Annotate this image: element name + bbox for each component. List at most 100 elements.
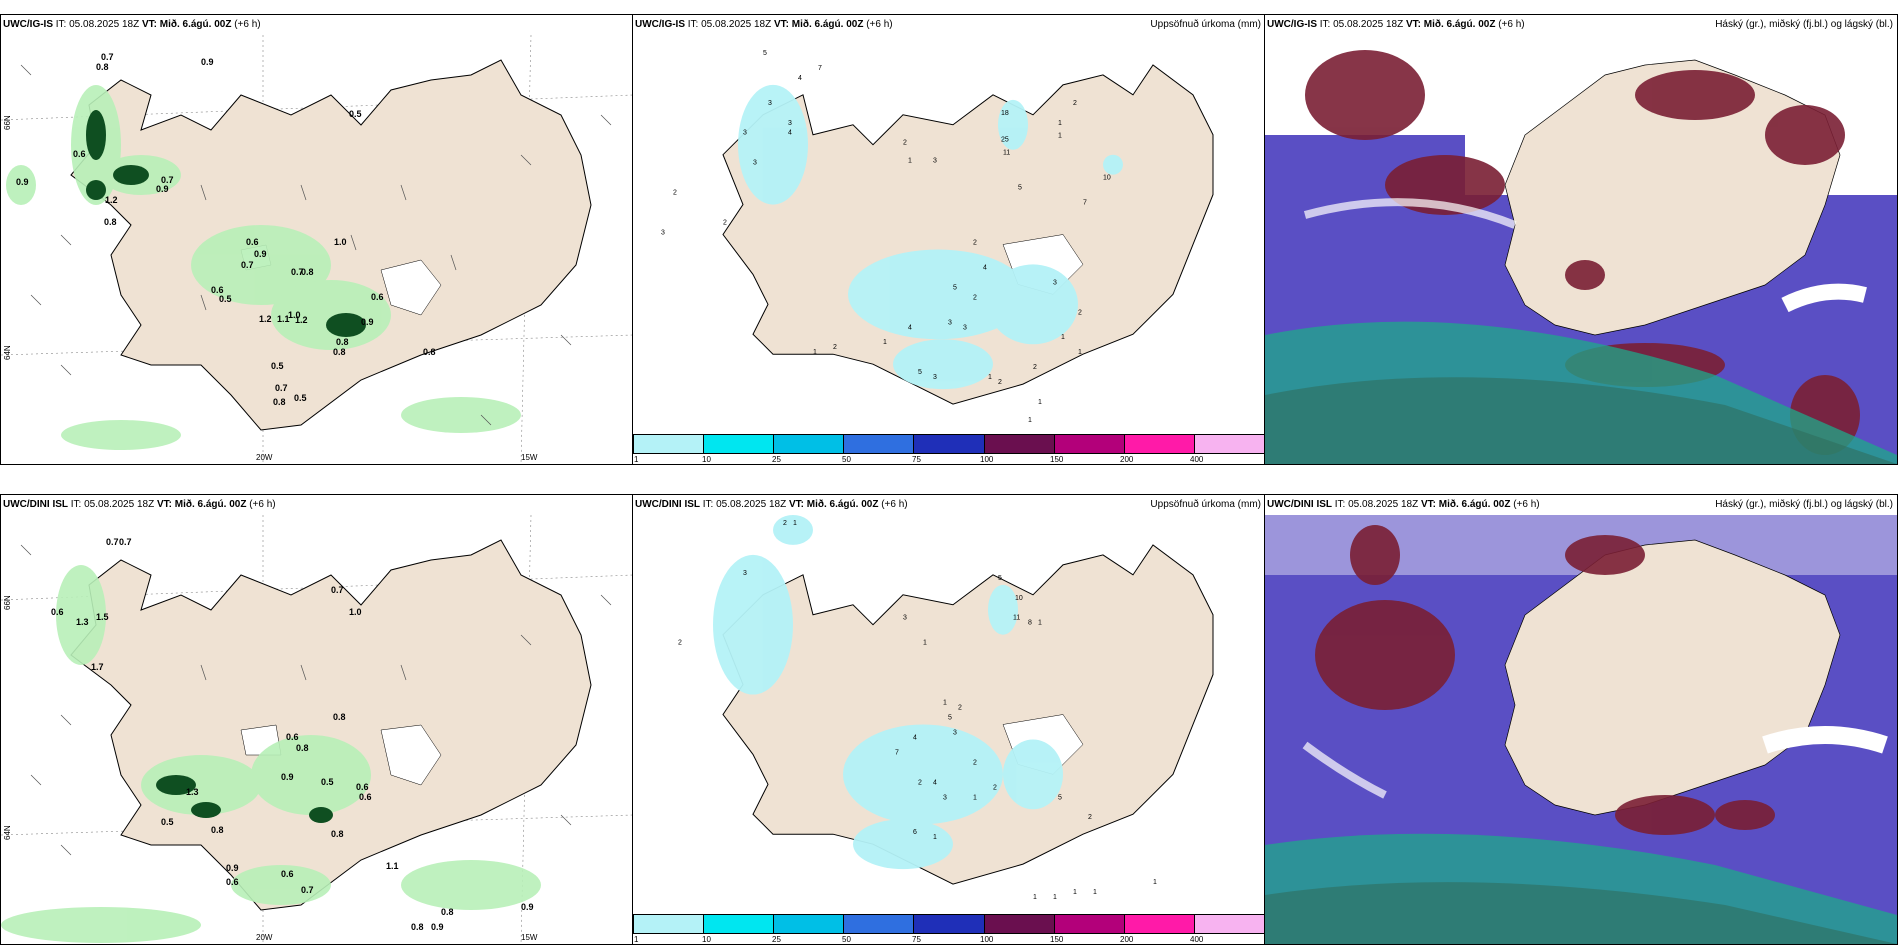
lon-label: 20W bbox=[256, 933, 273, 942]
svg-text:2: 2 bbox=[973, 759, 977, 766]
cloud-map[interactable] bbox=[1265, 35, 1897, 464]
svg-text:1: 1 bbox=[943, 700, 947, 707]
precip-value: 0.8 bbox=[273, 397, 286, 407]
lat-label: 66N bbox=[3, 595, 12, 610]
cloud-panel-bottom[interactable]: UWC/DINI ISL IT: 05.08.2025 18Z VT: Mið.… bbox=[1264, 494, 1898, 945]
precip-value: 0.6 bbox=[73, 149, 86, 159]
svg-text:3: 3 bbox=[661, 230, 665, 237]
precip-value: 0.9 bbox=[361, 317, 374, 327]
panel-header: UWC/IG-IS IT: 05.08.2025 18Z VT: Mið. 6.… bbox=[3, 19, 261, 30]
wind-map[interactable]: 0.7 0.7 0.6 1.3 1.5 1.7 0.7 1.0 0.8 1.3 … bbox=[1, 515, 633, 944]
cloud-title: Háský (gr.), miðský (fj.bl.) og lágský (… bbox=[1715, 499, 1893, 510]
svg-text:3: 3 bbox=[1053, 279, 1057, 286]
precip-value: 0.5 bbox=[219, 294, 232, 304]
precip-value: 0.9 bbox=[156, 184, 169, 194]
lat-label: 66N bbox=[3, 115, 12, 130]
svg-text:3: 3 bbox=[933, 374, 937, 381]
precip-value: 1.0 bbox=[288, 310, 301, 320]
svg-text:0.5: 0.5 bbox=[161, 817, 174, 827]
svg-text:4: 4 bbox=[933, 779, 937, 786]
svg-text:0.7: 0.7 bbox=[119, 537, 132, 547]
svg-text:0.8: 0.8 bbox=[411, 922, 424, 932]
svg-text:4: 4 bbox=[913, 734, 917, 741]
svg-text:1: 1 bbox=[1058, 120, 1062, 127]
svg-text:18: 18 bbox=[1001, 110, 1009, 117]
svg-text:0.6: 0.6 bbox=[226, 877, 239, 887]
accum-precip-panel-top[interactable]: UWC/IG-IS IT: 05.08.2025 18Z VT: Mið. 6.… bbox=[632, 14, 1266, 465]
precip-value: 0.8 bbox=[336, 337, 349, 347]
precip-value: 0.7 bbox=[101, 52, 114, 62]
svg-text:3: 3 bbox=[768, 100, 772, 107]
svg-text:2: 2 bbox=[998, 379, 1002, 386]
svg-text:2: 2 bbox=[973, 239, 977, 246]
svg-text:1: 1 bbox=[883, 339, 887, 346]
svg-text:1.7: 1.7 bbox=[91, 662, 104, 672]
svg-text:1.3: 1.3 bbox=[76, 617, 89, 627]
svg-text:0.9: 0.9 bbox=[431, 922, 444, 932]
svg-text:25: 25 bbox=[1001, 137, 1009, 144]
svg-text:5: 5 bbox=[763, 50, 767, 57]
cloud-map[interactable] bbox=[1265, 515, 1897, 944]
svg-text:3: 3 bbox=[948, 319, 952, 326]
svg-text:1: 1 bbox=[793, 520, 797, 527]
wind-map[interactable]: 0.7 0.9 0.8 0.9 0.5 0.6 0.7 1.2 0.9 0.8 … bbox=[1, 35, 633, 464]
svg-text:1: 1 bbox=[908, 158, 912, 165]
svg-text:11: 11 bbox=[1003, 150, 1010, 157]
precip-value: 0.5 bbox=[271, 361, 284, 371]
svg-text:5: 5 bbox=[918, 369, 922, 376]
svg-text:5: 5 bbox=[948, 714, 952, 721]
svg-text:3: 3 bbox=[943, 794, 947, 801]
svg-text:0.6: 0.6 bbox=[356, 782, 369, 792]
precip-value: 1.2 bbox=[259, 314, 272, 324]
svg-text:5: 5 bbox=[953, 284, 957, 291]
svg-text:3: 3 bbox=[963, 324, 967, 331]
svg-text:3: 3 bbox=[743, 130, 747, 137]
wind-precip-panel-top[interactable]: UWC/IG-IS IT: 05.08.2025 18Z VT: Mið. 6.… bbox=[0, 14, 634, 465]
svg-text:1: 1 bbox=[988, 374, 992, 381]
panel-header: UWC/IG-IS IT: 05.08.2025 18Z VT: Mið. 6.… bbox=[635, 19, 893, 30]
precip-map[interactable]: 2 1 3 2 3 1 5 10 11 8 1 1 2 5 3 4 7 2 4 … bbox=[633, 515, 1265, 914]
cloud-panel-top[interactable]: UWC/IG-IS IT: 05.08.2025 18Z VT: Mið. 6.… bbox=[1264, 14, 1898, 465]
lat-label: 64N bbox=[3, 825, 12, 840]
svg-text:1: 1 bbox=[1058, 133, 1062, 140]
svg-text:4: 4 bbox=[788, 130, 792, 137]
svg-text:2: 2 bbox=[723, 220, 727, 227]
accum-precip-panel-bottom[interactable]: UWC/DINI ISL IT: 05.08.2025 18Z VT: Mið.… bbox=[632, 494, 1266, 945]
svg-text:1: 1 bbox=[923, 640, 927, 647]
svg-text:1: 1 bbox=[1093, 889, 1097, 896]
svg-text:1.1: 1.1 bbox=[386, 861, 399, 871]
svg-text:0.7: 0.7 bbox=[331, 585, 344, 595]
svg-text:3: 3 bbox=[953, 729, 957, 736]
svg-text:7: 7 bbox=[1083, 200, 1087, 207]
svg-text:3: 3 bbox=[933, 158, 937, 165]
svg-text:2: 2 bbox=[1073, 100, 1077, 107]
precip-colorbar: 1 10 25 50 75 100 150 200 400 bbox=[633, 914, 1265, 944]
svg-text:7: 7 bbox=[818, 65, 822, 72]
svg-text:1: 1 bbox=[1078, 349, 1082, 356]
precip-value: 0.8 bbox=[96, 62, 109, 72]
lon-label: 15W bbox=[521, 933, 538, 942]
svg-text:0.7: 0.7 bbox=[106, 537, 119, 547]
precip-value: 0.5 bbox=[349, 109, 362, 119]
precip-value: 0.8 bbox=[333, 347, 346, 357]
wind-precip-panel-bottom[interactable]: UWC/DINI ISL IT: 05.08.2025 18Z VT: Mið.… bbox=[0, 494, 634, 945]
svg-text:7: 7 bbox=[895, 749, 899, 756]
svg-text:0.6: 0.6 bbox=[281, 869, 294, 879]
svg-text:0.6: 0.6 bbox=[51, 607, 64, 617]
svg-text:4: 4 bbox=[983, 264, 987, 271]
svg-text:1: 1 bbox=[1033, 894, 1037, 901]
svg-text:0.8: 0.8 bbox=[331, 829, 344, 839]
svg-text:1: 1 bbox=[813, 349, 817, 356]
svg-text:11: 11 bbox=[1013, 615, 1020, 622]
svg-text:1: 1 bbox=[973, 794, 977, 801]
precip-value: 1.1 bbox=[277, 314, 290, 324]
svg-text:0.8: 0.8 bbox=[296, 743, 309, 753]
svg-text:2: 2 bbox=[783, 520, 787, 527]
precip-value: 1.0 bbox=[334, 237, 347, 247]
svg-text:2: 2 bbox=[1033, 364, 1037, 371]
svg-text:3: 3 bbox=[788, 120, 792, 127]
svg-text:1: 1 bbox=[933, 834, 937, 841]
svg-text:3: 3 bbox=[743, 570, 747, 577]
svg-text:1: 1 bbox=[1061, 334, 1065, 341]
precip-map[interactable]: 5 7 4 3 3 3 4 3 18 25 11 2 1 1 10 5 7 2 … bbox=[633, 35, 1265, 434]
